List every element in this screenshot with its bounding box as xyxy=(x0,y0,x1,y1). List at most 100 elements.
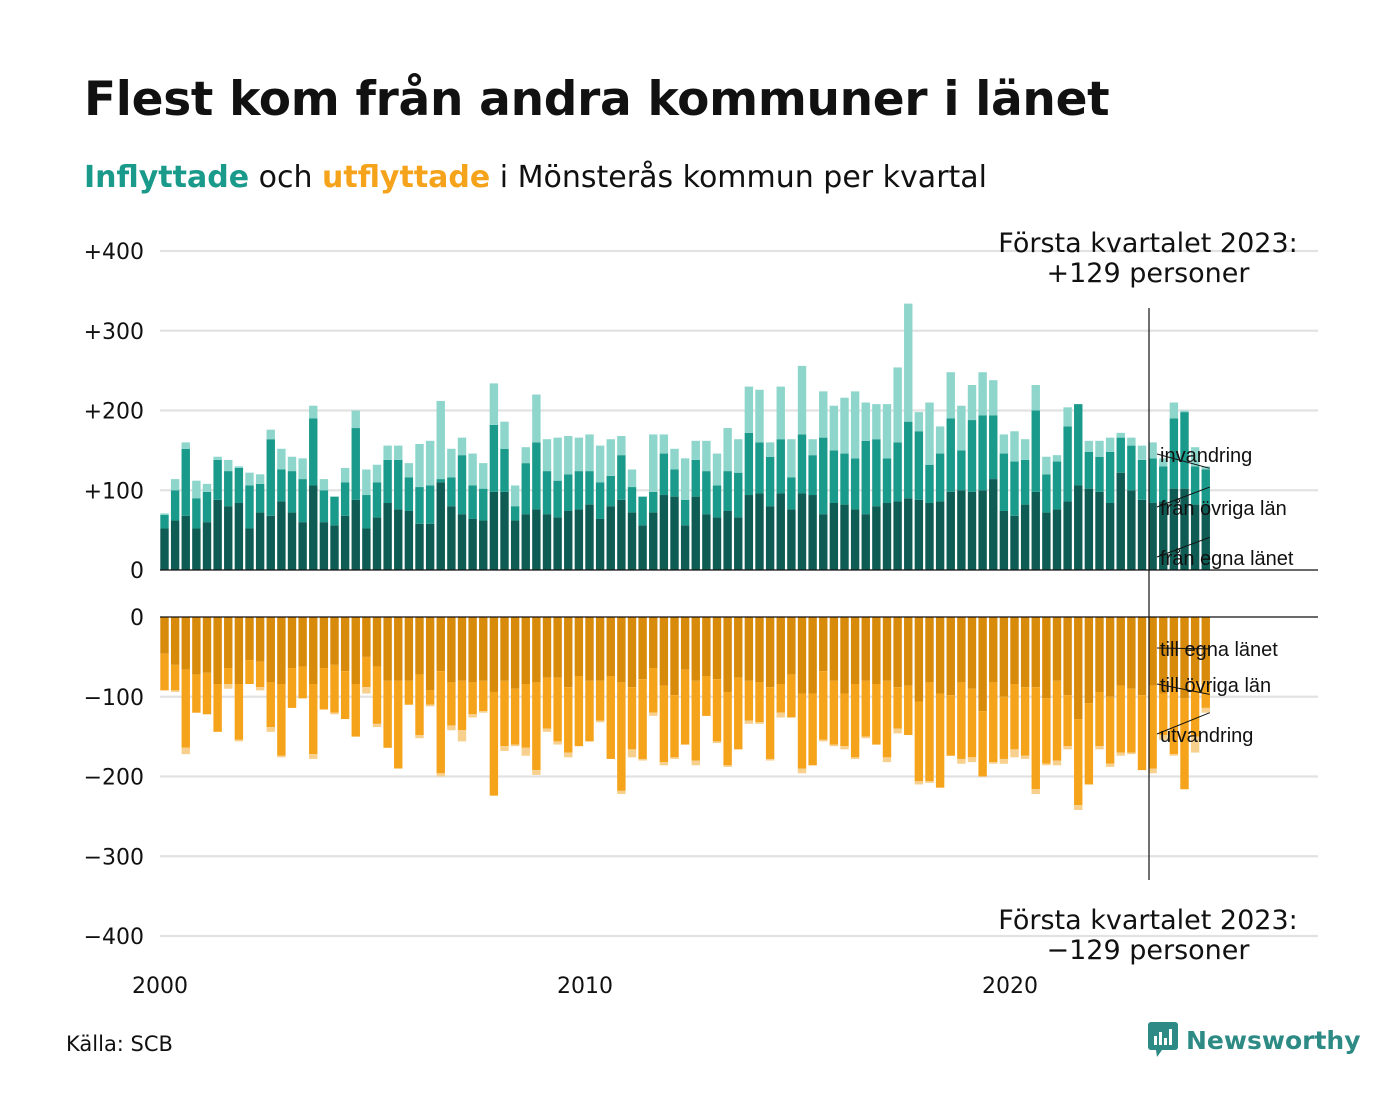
bar-out-ovriga-lan xyxy=(787,674,795,717)
bar-in-invandring xyxy=(1063,407,1071,426)
bar-out-egna-lanet xyxy=(1053,617,1061,681)
bar-out-ovriga-lan xyxy=(808,694,816,766)
bar-in-egna-lanet xyxy=(978,490,986,570)
bar-in-ovriga-lan xyxy=(511,506,519,520)
bar-out-egna-lanet xyxy=(458,617,466,681)
bar-out-ovriga-lan xyxy=(522,684,530,748)
bar-out-egna-lanet xyxy=(862,617,870,681)
bar-out-egna-lanet xyxy=(522,617,530,684)
bar-in-ovriga-lan xyxy=(235,468,243,503)
bar-out-ovriga-lan xyxy=(1117,686,1125,753)
bar-in-invandring xyxy=(203,484,211,492)
bar-in-egna-lanet xyxy=(734,517,742,570)
bar-in-ovriga-lan xyxy=(373,482,381,517)
bar-in-invandring xyxy=(298,458,306,479)
bar-out-ovriga-lan xyxy=(288,668,296,708)
bar-in-ovriga-lan xyxy=(330,497,338,526)
series-label-out: till egna länet xyxy=(1160,639,1278,661)
bar-in-invandring xyxy=(978,372,986,415)
bar-in-ovriga-lan xyxy=(1000,454,1008,511)
bar-out-ovriga-lan xyxy=(957,682,965,759)
bar-out-utvandring xyxy=(989,762,997,764)
series-label-out: utvandring xyxy=(1160,725,1253,747)
bar-out-ovriga-lan xyxy=(745,681,753,721)
bar-out-egna-lanet xyxy=(213,617,221,684)
bar-out-utvandring xyxy=(713,741,721,743)
bar-out-egna-lanet xyxy=(947,617,955,695)
bar-out-egna-lanet xyxy=(330,617,338,665)
bar-in-ovriga-lan xyxy=(628,487,636,513)
bar-in-egna-lanet xyxy=(628,513,636,570)
y-tick-label-top: +300 xyxy=(84,320,144,345)
bar-out-egna-lanet xyxy=(872,617,880,684)
bar-out-ovriga-lan xyxy=(670,695,678,757)
y-tick-label-top: +400 xyxy=(84,240,144,265)
bar-in-egna-lanet xyxy=(723,511,731,570)
bar-out-egna-lanet xyxy=(298,617,306,666)
bar-in-invandring xyxy=(522,447,530,463)
bar-out-ovriga-lan xyxy=(415,674,423,735)
bar-in-invandring xyxy=(787,439,795,477)
bar-in-ovriga-lan xyxy=(1095,457,1103,492)
bar-out-egna-lanet xyxy=(224,617,232,668)
bar-in-egna-lanet xyxy=(1127,490,1135,570)
bar-in-invandring xyxy=(267,430,275,440)
bar-out-ovriga-lan xyxy=(702,676,710,716)
bar-in-egna-lanet xyxy=(352,500,360,570)
annotation-bottom-line2: −129 personer xyxy=(1046,935,1250,966)
bar-out-utvandring xyxy=(267,727,275,732)
bar-out-utvandring xyxy=(723,765,731,767)
bar-out-ovriga-lan xyxy=(692,681,700,761)
bar-in-invandring xyxy=(352,411,360,429)
bar-out-utvandring xyxy=(692,761,700,766)
bar-in-egna-lanet xyxy=(947,492,955,570)
bar-in-invandring xyxy=(1106,438,1114,452)
bar-in-ovriga-lan xyxy=(692,460,700,497)
bar-out-egna-lanet xyxy=(893,617,901,687)
bar-in-ovriga-lan xyxy=(862,441,870,514)
bar-out-egna-lanet xyxy=(182,617,190,670)
bar-out-utvandring xyxy=(1095,746,1103,749)
bar-out-egna-lanet xyxy=(511,617,519,689)
bar-out-egna-lanet xyxy=(787,617,795,674)
bar-in-invandring xyxy=(458,438,466,456)
newsworthy-logo-icon xyxy=(1148,1022,1178,1058)
bar-in-egna-lanet xyxy=(373,517,381,570)
bar-out-egna-lanet xyxy=(1021,617,1029,687)
bar-in-invandring xyxy=(830,406,838,451)
bar-in-ovriga-lan xyxy=(1053,462,1061,510)
bar-in-egna-lanet xyxy=(755,493,763,570)
bar-in-egna-lanet xyxy=(1106,503,1114,570)
bar-in-ovriga-lan xyxy=(309,418,317,485)
bar-in-egna-lanet xyxy=(564,511,572,570)
bar-out-ovriga-lan xyxy=(1138,695,1146,770)
bar-in-ovriga-lan xyxy=(723,471,731,511)
bar-in-ovriga-lan xyxy=(777,439,785,493)
bar-in-ovriga-lan xyxy=(957,450,965,490)
bar-in-invandring xyxy=(904,304,912,422)
bar-in-egna-lanet xyxy=(320,522,328,570)
bar-in-invandring xyxy=(405,463,413,477)
bar-in-invandring xyxy=(245,473,253,486)
bar-in-ovriga-lan xyxy=(171,490,179,520)
bar-in-invandring xyxy=(851,391,859,458)
bar-out-ovriga-lan xyxy=(1010,684,1018,749)
bar-in-egna-lanet xyxy=(1095,492,1103,570)
bar-out-ovriga-lan xyxy=(915,702,923,782)
bar-out-ovriga-lan xyxy=(681,670,689,745)
bar-out-utvandring xyxy=(670,757,678,759)
bar-in-invandring xyxy=(893,367,901,442)
bar-out-utvandring xyxy=(426,705,434,707)
bar-in-ovriga-lan xyxy=(1127,446,1135,491)
bar-in-ovriga-lan xyxy=(288,471,296,512)
bar-out-utvandring xyxy=(968,757,976,762)
bar-out-ovriga-lan xyxy=(405,681,413,705)
bar-in-invandring xyxy=(309,406,317,419)
bar-in-egna-lanet xyxy=(617,500,625,570)
bar-out-egna-lanet xyxy=(235,617,243,684)
bar-in-egna-lanet xyxy=(702,514,710,570)
bar-out-egna-lanet xyxy=(575,617,583,676)
bar-out-egna-lanet xyxy=(320,617,328,668)
bar-out-utvandring xyxy=(256,687,264,690)
bar-in-egna-lanet xyxy=(649,513,657,570)
